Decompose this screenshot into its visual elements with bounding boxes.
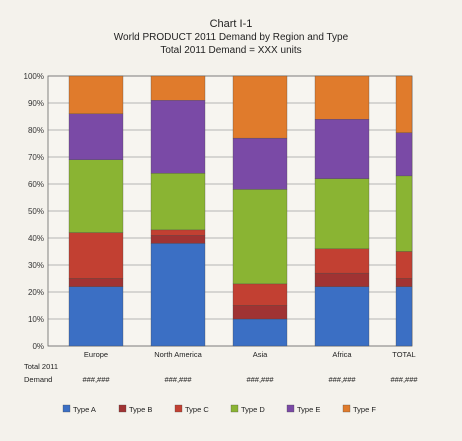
bar-segment — [232, 305, 288, 320]
bar-segment — [150, 100, 206, 174]
bar-segment — [314, 119, 370, 179]
bar-segment — [68, 278, 124, 287]
bar-segment — [314, 272, 370, 287]
chart-title: Chart I-1 — [210, 18, 253, 30]
bar-segment — [395, 286, 413, 347]
bar-segment — [150, 235, 206, 244]
bar-segment — [232, 189, 288, 285]
y-tick-label: 60% — [28, 180, 44, 189]
y-tick-label: 40% — [28, 234, 44, 243]
y-tick-label: 10% — [28, 315, 44, 324]
legend-label: Type A — [73, 405, 96, 414]
bar-segment — [150, 229, 206, 236]
legend-item: Type E — [286, 404, 320, 414]
bars-layer — [68, 75, 413, 347]
x-tick-label: Africa — [332, 350, 352, 359]
legend-swatch — [342, 404, 351, 413]
legend-item: Type A — [62, 404, 96, 414]
legend-label: Type D — [241, 405, 265, 414]
y-tick-label: 30% — [28, 261, 44, 270]
bar-segment — [395, 175, 413, 252]
legend-swatch — [174, 404, 183, 413]
y-tick-label: 80% — [28, 126, 44, 135]
legend: Type A Type B Type C Type D Type E Type F — [62, 404, 376, 414]
y-axis: 0% 10% 20% 30% 40% 50% 60% 70% 80% 90% 100% — [24, 72, 44, 351]
bar-segment — [395, 132, 413, 177]
x-axis: Europe North America Asia Africa TOTAL — [84, 350, 416, 359]
bar-segment — [150, 75, 206, 101]
bar-segment — [314, 248, 370, 274]
x-tick-label: Asia — [253, 350, 268, 359]
legend-label: Type C — [185, 405, 209, 414]
legend-item: Type B — [118, 404, 152, 414]
legend-label: Type E — [297, 405, 320, 414]
y-tick-label: 90% — [28, 99, 44, 108]
bar-segment — [68, 159, 124, 233]
legend-swatch — [230, 404, 239, 413]
legend-label: Type F — [353, 405, 376, 414]
bar-segment — [232, 75, 288, 139]
bar-segment — [68, 286, 124, 347]
x-tick-label: North America — [154, 350, 202, 359]
legend-swatch — [118, 404, 127, 413]
legend-swatch — [286, 404, 295, 413]
bar-segment — [68, 75, 124, 114]
bar-segment — [232, 283, 288, 306]
legend-swatch — [62, 404, 71, 413]
y-tick-label: 100% — [24, 72, 44, 81]
legend-item: Type C — [174, 404, 209, 414]
bar-segment — [232, 137, 288, 190]
row-header-1: Total 2011 — [24, 362, 58, 371]
bar-segment — [395, 251, 413, 279]
chart-subtitle-2: Total 2011 Demand = XXX units — [160, 45, 301, 56]
bar-segment — [395, 75, 413, 133]
y-tick-label: 70% — [28, 153, 44, 162]
bar-segment — [314, 286, 370, 347]
row-header-2: Demand — [24, 375, 52, 384]
totals-table: Total 2011 Demand ###,### ###,### ###,### #… — [24, 362, 418, 384]
y-tick-label: 50% — [28, 207, 44, 216]
bar-segment — [232, 318, 288, 347]
x-tick-label: Europe — [84, 350, 108, 359]
bar-segment — [150, 173, 206, 231]
bar-segment — [314, 75, 370, 120]
bar-segment — [150, 243, 206, 347]
y-tick-label: 0% — [32, 342, 44, 351]
total-demand-value: ###,### — [328, 375, 356, 384]
y-tick-label: 20% — [28, 288, 44, 297]
legend-label: Type B — [129, 405, 152, 414]
chart-subtitle-1: World PRODUCT 2011 Demand by Region and … — [114, 32, 349, 43]
legend-item: Type F — [342, 404, 376, 414]
x-tick-label: TOTAL — [392, 350, 415, 359]
total-demand-value: ###,### — [82, 375, 110, 384]
legend-item: Type D — [230, 404, 265, 414]
total-demand-value: ###,### — [164, 375, 192, 384]
total-demand-value: ###,### — [246, 375, 274, 384]
bar-segment — [314, 178, 370, 249]
bar-segment — [68, 113, 124, 160]
total-demand-value: ###,### — [390, 375, 418, 384]
bar-segment — [68, 232, 124, 279]
bar-segment — [395, 278, 413, 287]
